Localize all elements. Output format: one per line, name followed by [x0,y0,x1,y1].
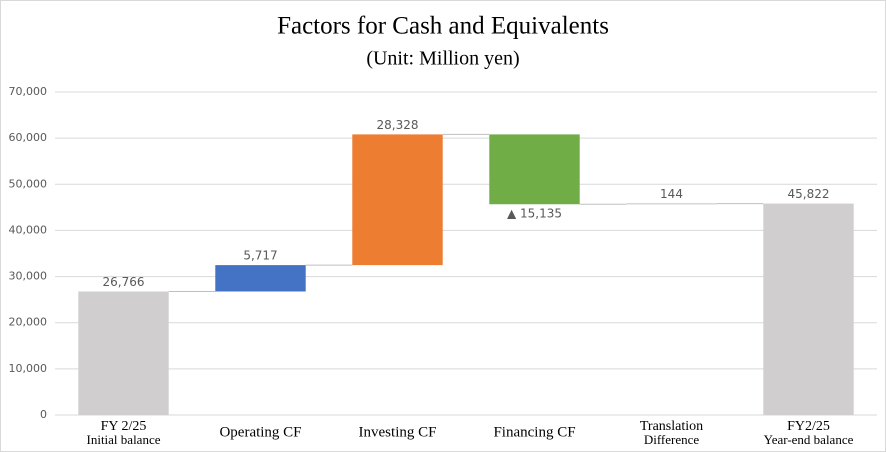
y-tick-label: 30,000 [9,270,48,283]
x-tick-label: FY 2/25 [101,419,147,434]
chart-subtitle: (Unit: Million yen) [366,48,519,70]
y-tick-label: 70,000 [9,85,48,98]
x-tick-label: Year-end balance [764,432,854,447]
x-tick-label: Operating CF [219,424,301,440]
y-tick-label: 10,000 [9,362,48,375]
bar [763,203,854,415]
y-tick-label: 60,000 [9,131,48,144]
y-tick-label: 0 [40,408,47,421]
value-label: 28,328 [377,118,419,132]
x-tick-label: Translation [640,419,703,434]
bar [352,134,443,266]
bar [626,203,717,205]
x-tick-label: Initial balance [87,432,161,447]
value-label: 144 [660,187,683,201]
x-tick-label: Financing CF [493,424,575,440]
value-label: 45,822 [788,187,830,201]
bar [78,291,169,415]
value-label: 26,766 [103,275,145,289]
bar [215,265,306,292]
chart-title: Factors for Cash and Equivalents [277,13,609,40]
x-tick-label: FY2/25 [787,419,830,434]
x-tick-label: Difference [644,432,700,447]
y-tick-label: 40,000 [9,223,48,236]
y-tick-label: 50,000 [9,177,48,190]
x-tick-label: Investing CF [359,424,437,440]
y-tick-label: 20,000 [9,316,48,329]
bar [489,134,580,205]
value-label: ▲ 15,135 [507,207,562,221]
value-label: 5,717 [243,249,277,263]
